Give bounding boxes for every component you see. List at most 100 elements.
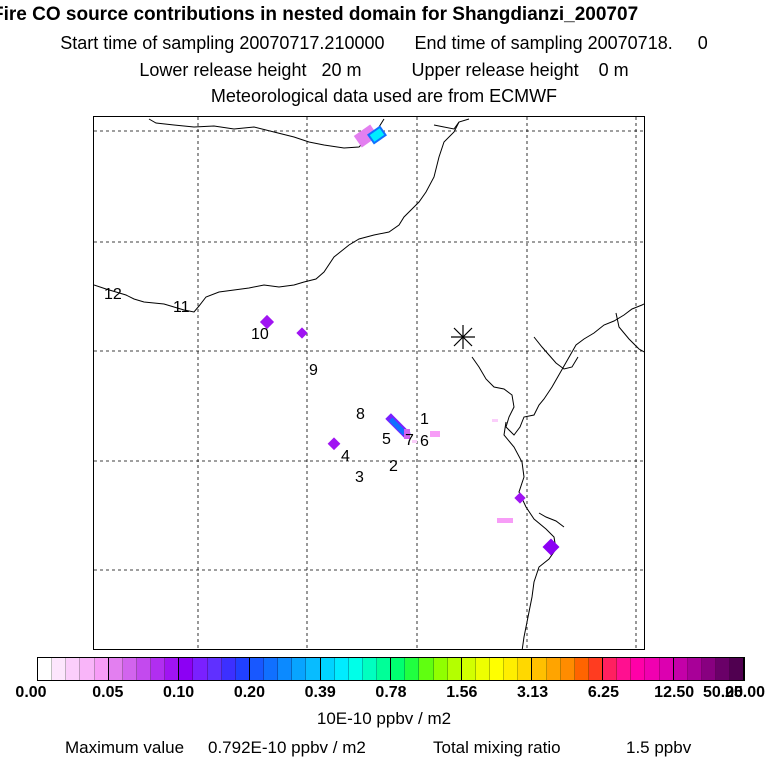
lower-value: 20 m	[321, 60, 362, 80]
color-swatch	[136, 658, 151, 680]
coastlines-borders	[94, 118, 644, 649]
color-swatch	[278, 658, 293, 680]
end-suffix: 0	[697, 33, 708, 53]
color-swatch	[264, 658, 279, 680]
track-labels: 12 11 10 9 8 1 5 7 6 4 2 3	[104, 286, 429, 486]
release-heights: Lower release height 20 m Upper release …	[0, 60, 768, 81]
track-label: 3	[355, 469, 364, 486]
color-swatch	[80, 658, 95, 680]
colorbar-tick-label: 0.00	[15, 684, 47, 701]
sampling-times: Start time of sampling 20070717.210000 E…	[0, 33, 768, 54]
plume-overlay	[259, 124, 560, 556]
max-value: 0.792E-10 ppbv / m2	[208, 738, 366, 757]
colorbar-tick-label: 0.20	[233, 684, 265, 701]
colorbar-tick-label: 50.00	[702, 684, 744, 701]
color-swatch	[490, 658, 505, 680]
color-swatch	[447, 658, 462, 680]
color-swatch	[221, 658, 236, 680]
colorbar-tick-label: 0.05	[92, 684, 124, 701]
start-value: 20070717.210000	[239, 33, 385, 53]
color-swatch	[574, 658, 589, 680]
max-label: Maximum value	[65, 738, 185, 757]
color-swatch	[108, 658, 123, 680]
color-swatch	[588, 658, 603, 680]
color-swatch	[532, 658, 547, 680]
color-scale-bar	[37, 657, 745, 681]
track-label: 7	[405, 432, 414, 449]
color-swatch	[348, 658, 363, 680]
start-label: Start time of sampling	[60, 33, 235, 53]
upper-label: Upper release height	[411, 60, 579, 80]
color-swatch	[122, 658, 137, 680]
color-swatch	[546, 658, 561, 680]
color-swatch	[151, 658, 166, 680]
color-swatch	[405, 658, 420, 680]
colorbar-tick-label: 6.25	[587, 684, 619, 701]
color-swatch	[631, 658, 646, 680]
met-data-line: Meteorological data used are from ECMWF	[210, 86, 558, 106]
color-swatch	[659, 658, 674, 680]
color-swatch	[645, 658, 660, 680]
track-label: 6	[420, 433, 429, 450]
colorbar-tick-label: 0.78	[375, 684, 407, 701]
track-label: 4	[341, 448, 350, 465]
color-swatch	[179, 658, 194, 680]
colorbar-tick-label: 1.56	[446, 684, 478, 701]
color-swatch	[94, 658, 109, 680]
track-label: 5	[382, 431, 391, 448]
color-swatch	[235, 658, 250, 680]
color-swatch	[730, 658, 745, 680]
color-swatch	[165, 658, 180, 680]
color-swatch	[362, 658, 377, 680]
color-swatch	[560, 658, 575, 680]
color-swatch	[518, 658, 533, 680]
map-panel: 12 11 10 9 8 1 5 7 6 4 2 3	[93, 116, 645, 650]
color-swatch	[716, 658, 731, 680]
color-swatch	[306, 658, 321, 680]
color-swatch	[419, 658, 434, 680]
upper-value: 0 m	[598, 60, 629, 80]
color-swatch	[461, 658, 476, 680]
color-swatch	[673, 658, 688, 680]
total-label: Total mixing ratio	[433, 738, 561, 757]
map-canvas: 12 11 10 9 8 1 5 7 6 4 2 3	[94, 117, 644, 649]
colorbar-tick-label: 12.50	[654, 684, 695, 701]
color-swatch	[249, 658, 264, 680]
colorbar-unit: 10E-10 ppbv / m2	[316, 709, 452, 728]
track-label: 1	[420, 411, 429, 428]
color-swatch	[320, 658, 335, 680]
end-label: End time of sampling	[414, 33, 583, 53]
color-scale-ticks: 0.00 0.05 0.10 0.20 0.39 0.78 1.56 3.13 6.25 12.5…	[0, 684, 768, 704]
track-label: 10	[251, 326, 269, 343]
color-swatch	[433, 658, 448, 680]
total-value: 1.5 ppbv	[626, 738, 692, 757]
color-swatch	[603, 658, 618, 680]
color-swatch	[687, 658, 702, 680]
colorbar-tick-label: 3.13	[517, 684, 549, 701]
track-label: 11	[173, 299, 190, 316]
asterisk-icon	[451, 325, 475, 349]
color-swatch	[334, 658, 349, 680]
color-swatch	[504, 658, 519, 680]
color-swatch	[377, 658, 392, 680]
color-swatch	[475, 658, 490, 680]
color-swatch	[701, 658, 716, 680]
color-swatch	[193, 658, 208, 680]
lat-lon-grid	[94, 117, 644, 649]
color-swatch	[66, 658, 81, 680]
end-value: 20070718.	[587, 33, 673, 53]
colorbar-tick-label: 0.39	[304, 684, 336, 701]
track-label: 9	[309, 362, 318, 379]
colorbar-tick-label: 0.10	[163, 684, 195, 701]
color-swatch	[38, 658, 53, 680]
track-label: 2	[389, 458, 398, 475]
track-label: 12	[104, 286, 122, 303]
plot-title: Fire CO source contributions in nested d…	[0, 4, 639, 25]
color-swatch	[207, 658, 222, 680]
color-swatch	[391, 658, 406, 680]
lower-label: Lower release height	[139, 60, 307, 80]
color-swatch	[292, 658, 307, 680]
color-swatch	[52, 658, 67, 680]
track-label: 8	[356, 406, 365, 423]
color-swatch	[617, 658, 632, 680]
